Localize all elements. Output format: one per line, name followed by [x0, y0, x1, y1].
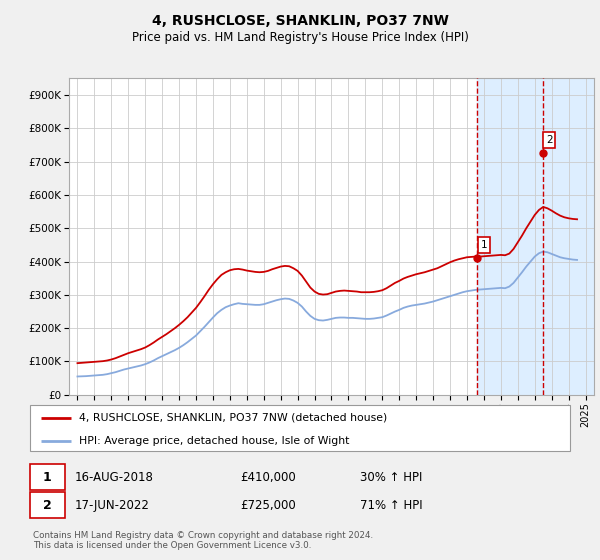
Bar [478, 78, 594, 395]
Text: 1: 1 [43, 470, 52, 484]
Text: 2: 2 [43, 498, 52, 512]
Text: £410,000: £410,000 [240, 470, 296, 484]
Text: HPI: Average price, detached house, Isle of Wight: HPI: Average price, detached house, Isle… [79, 436, 349, 446]
Text: 2: 2 [546, 135, 553, 145]
Text: Price paid vs. HM Land Registry's House Price Index (HPI): Price paid vs. HM Land Registry's House … [131, 31, 469, 44]
Text: 1: 1 [481, 240, 488, 250]
Text: 4, RUSHCLOSE, SHANKLIN, PO37 7NW: 4, RUSHCLOSE, SHANKLIN, PO37 7NW [152, 14, 448, 28]
Text: Contains HM Land Registry data © Crown copyright and database right 2024.
This d: Contains HM Land Registry data © Crown c… [33, 531, 373, 550]
Text: 30% ↑ HPI: 30% ↑ HPI [360, 470, 422, 484]
Text: 17-JUN-2022: 17-JUN-2022 [75, 498, 150, 512]
Text: £725,000: £725,000 [240, 498, 296, 512]
Text: 16-AUG-2018: 16-AUG-2018 [75, 470, 154, 484]
Text: 71% ↑ HPI: 71% ↑ HPI [360, 498, 422, 512]
Text: 4, RUSHCLOSE, SHANKLIN, PO37 7NW (detached house): 4, RUSHCLOSE, SHANKLIN, PO37 7NW (detach… [79, 413, 387, 423]
